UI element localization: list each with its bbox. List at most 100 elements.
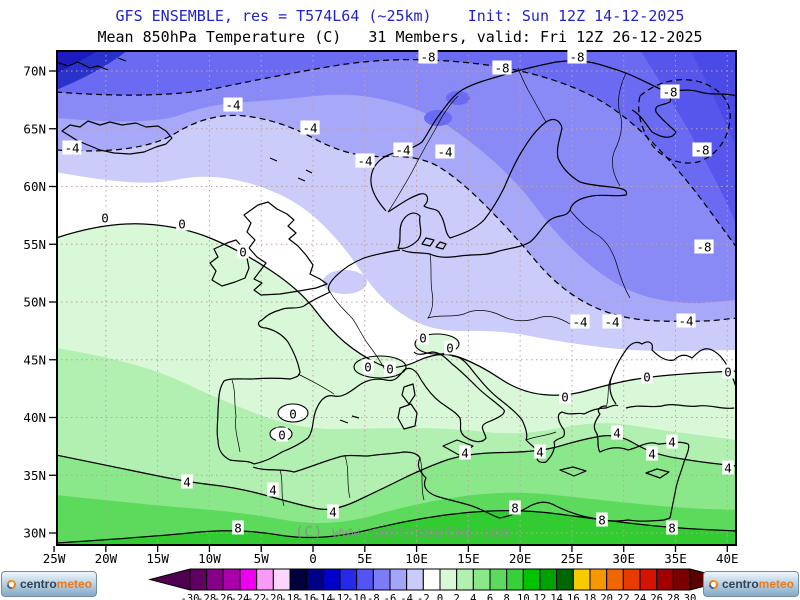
lat-axis-label: 45N xyxy=(23,352,46,367)
temp-band xyxy=(424,110,452,126)
contour-label: 4 xyxy=(724,461,732,476)
contour-label: 0 xyxy=(446,341,454,356)
contour-label-box xyxy=(223,97,243,112)
country-border xyxy=(525,431,557,441)
contour-label-box xyxy=(602,314,622,329)
contour-label-box xyxy=(509,500,521,515)
colorbar-tick-label: 6 xyxy=(487,593,493,600)
coastline xyxy=(387,118,628,258)
contour-label: 8 xyxy=(234,521,242,536)
lat-axis-label: 70N xyxy=(23,64,46,79)
contour-label-box xyxy=(567,49,587,64)
colorbar-cell xyxy=(572,568,591,591)
colorbar-tick-label: 10 xyxy=(517,593,530,600)
contour-label-box xyxy=(176,216,188,231)
country-border xyxy=(231,379,241,453)
contour-label-box xyxy=(570,314,590,329)
coastline xyxy=(397,212,447,250)
contour-label-box xyxy=(267,482,279,497)
contour-label: 4 xyxy=(329,505,337,520)
lon-axis-label: 5W xyxy=(254,551,270,566)
country-border xyxy=(387,95,459,213)
logo-text-meteo: meteo xyxy=(56,577,92,591)
field-valid-title: Mean 850hPa Temperature (C) 31 Members, … xyxy=(97,28,703,46)
lat-axis-label: 55N xyxy=(23,237,46,252)
contour-label-box xyxy=(384,361,396,376)
contour-label-box xyxy=(62,140,82,155)
colorbar-cell xyxy=(439,568,458,591)
colorbar-cell xyxy=(656,568,674,591)
colorbar-arrow-left xyxy=(148,568,191,591)
colorbar-tick-label: -22 xyxy=(247,593,266,600)
contour-label: 4 xyxy=(613,426,621,441)
colorbar-cell xyxy=(206,568,224,591)
country-border xyxy=(329,291,387,373)
lon-axis-label: 20W xyxy=(95,551,118,566)
centrometeo-logo-right[interactable]: centrometeo xyxy=(703,571,799,597)
contour-label: -4 xyxy=(395,143,410,158)
contour-label: 4 xyxy=(183,475,191,490)
centrometeo-logo-left[interactable]: centrometeo xyxy=(1,571,97,597)
lon-axis-label: 25E xyxy=(561,551,584,566)
coastline xyxy=(243,201,328,296)
contour-label: 0 xyxy=(419,331,427,346)
colorbar-cell xyxy=(389,568,408,591)
colorbar-tick-label: 20 xyxy=(600,593,613,600)
colorbar-tick-label: 14 xyxy=(550,593,563,600)
colorbar-cell xyxy=(472,568,491,591)
colorbar-cell xyxy=(406,568,424,591)
colorbar-tick-label: -20 xyxy=(264,593,283,600)
map-frame xyxy=(56,50,737,546)
lon-axis-label: 0 xyxy=(309,551,317,566)
coastline xyxy=(56,57,127,71)
colorbar-cell xyxy=(456,568,474,591)
colorbar-cell xyxy=(322,568,341,591)
lon-axis-label: 10E xyxy=(405,551,428,566)
contour-label: -4 xyxy=(64,141,79,156)
colorbar-cell xyxy=(522,568,541,591)
colorbar-tick-label: 18 xyxy=(584,593,597,600)
country-border xyxy=(427,253,465,319)
colorbar-tick-label: 26 xyxy=(650,593,663,600)
watermark-text: (C) www.centrometeo.com xyxy=(295,523,510,541)
contour-label: 4 xyxy=(269,483,277,498)
contour-label-box xyxy=(237,244,249,259)
colorbar-tick-label: 28 xyxy=(667,593,680,600)
coastline xyxy=(442,439,474,456)
contour-label-box xyxy=(534,444,546,459)
contour-label: 4 xyxy=(668,435,676,450)
coastline xyxy=(61,120,173,155)
contour-label-box xyxy=(559,389,571,404)
contour-label-box xyxy=(722,364,734,379)
temp-band xyxy=(690,50,737,150)
lon-axis-label: 25W xyxy=(43,551,66,566)
country-border xyxy=(517,67,547,123)
temp-band xyxy=(56,510,737,546)
contour-label: 0 xyxy=(178,217,186,232)
coastline xyxy=(253,351,505,465)
colorbar-tick-label: -8 xyxy=(367,593,380,600)
colorbar-cell xyxy=(606,568,624,591)
colorbar-cell xyxy=(506,568,524,591)
lat-axis-label: 65N xyxy=(23,121,46,136)
colorbar-tick-label: -30 xyxy=(181,593,200,600)
contour-label: -8 xyxy=(420,50,435,65)
contour-label: -4 xyxy=(572,315,587,330)
lon-axis-label: 20E xyxy=(509,551,532,566)
map-content: (C) www.centrometeo.com xyxy=(56,50,737,546)
lat-axis-label: 40N xyxy=(23,410,46,425)
coastline xyxy=(625,403,735,410)
contour-label: 8 xyxy=(511,501,519,516)
lon-axis-label: 35E xyxy=(664,551,687,566)
contour-label: -4 xyxy=(604,315,619,330)
lat-axis-label: 60N xyxy=(23,179,46,194)
contour-label-box xyxy=(611,425,623,440)
lon-axis-label: 10W xyxy=(198,551,221,566)
colorbar-cell xyxy=(622,568,641,591)
contour-label-box xyxy=(641,369,653,384)
colorbar-tick-label: -12 xyxy=(331,593,350,600)
colorbar-cell xyxy=(556,568,574,591)
colorbar-cell xyxy=(422,568,441,591)
contour-label-box xyxy=(459,445,471,460)
